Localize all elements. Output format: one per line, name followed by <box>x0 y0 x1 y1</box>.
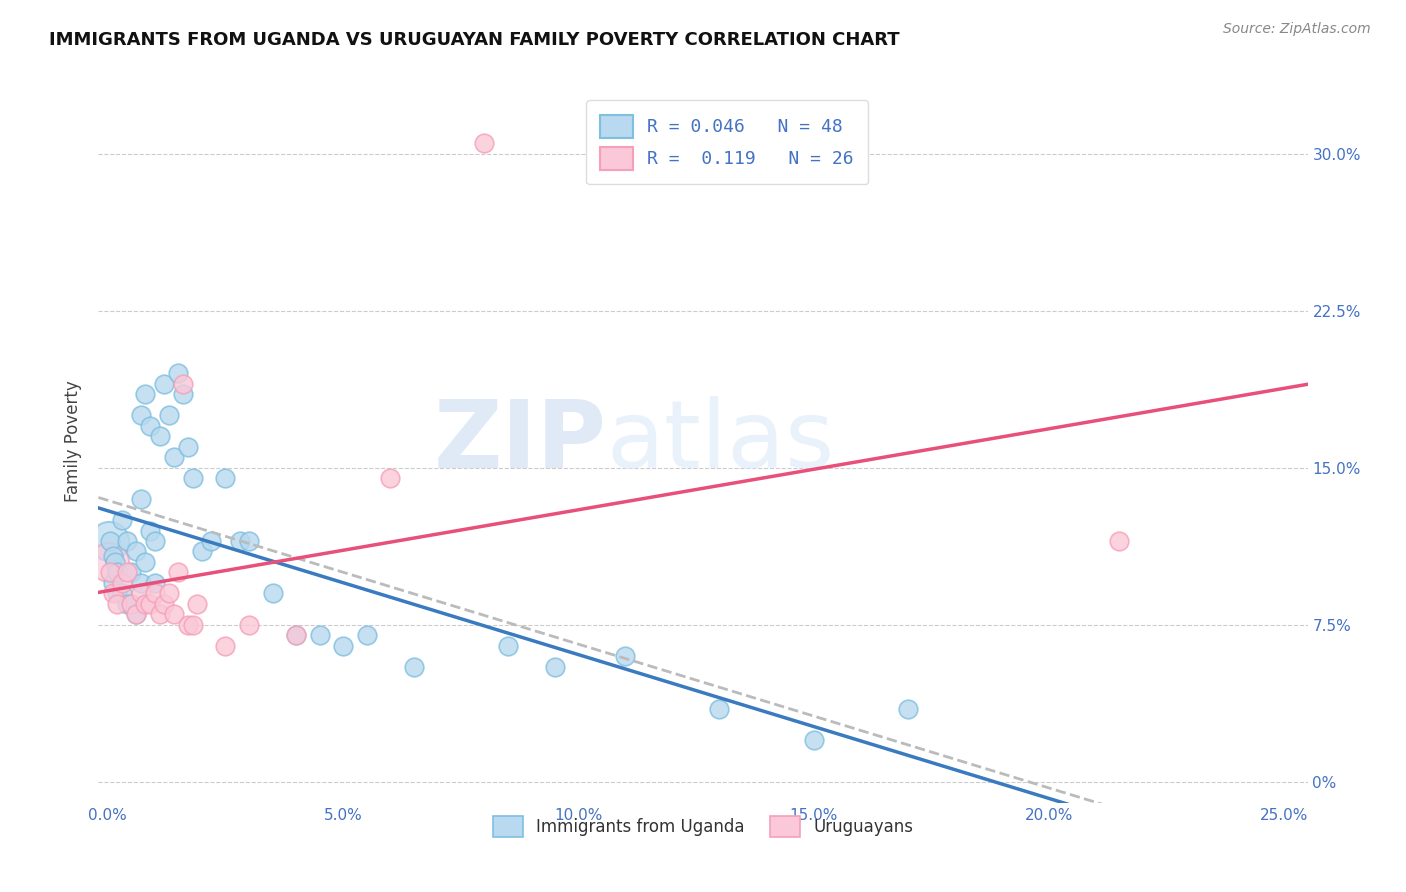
Point <box>98 555 121 569</box>
Point <box>285 628 308 642</box>
Point <box>332 639 354 653</box>
Point <box>98 534 121 549</box>
Point <box>115 566 138 580</box>
Point <box>181 471 204 485</box>
Point <box>101 586 124 600</box>
Point <box>228 534 250 549</box>
Point <box>177 617 200 632</box>
Point <box>496 639 519 653</box>
Point <box>238 617 260 632</box>
Point <box>167 367 190 381</box>
Point <box>153 597 176 611</box>
Point <box>402 659 425 673</box>
Point <box>105 597 128 611</box>
Text: ZIP: ZIP <box>433 395 606 488</box>
Point <box>709 701 731 715</box>
Point <box>172 376 194 391</box>
Point <box>177 440 200 454</box>
Point <box>129 575 152 590</box>
Point <box>134 555 156 569</box>
Point <box>129 492 152 507</box>
Point <box>143 586 166 600</box>
Point <box>111 586 134 600</box>
Point <box>285 628 308 642</box>
Point <box>139 524 162 538</box>
Text: Source: ZipAtlas.com: Source: ZipAtlas.com <box>1223 22 1371 37</box>
Point <box>125 607 148 622</box>
Point <box>472 136 495 150</box>
Point <box>111 513 134 527</box>
Y-axis label: Family Poverty: Family Poverty <box>65 381 83 502</box>
Point <box>101 575 124 590</box>
Point <box>125 607 148 622</box>
Point <box>104 555 127 569</box>
Text: atlas: atlas <box>606 395 835 488</box>
Point <box>200 534 222 549</box>
Point <box>172 387 194 401</box>
Point <box>214 471 236 485</box>
Point <box>544 659 567 673</box>
Point <box>897 701 920 715</box>
Point <box>120 566 142 580</box>
Point <box>129 586 152 600</box>
Point <box>139 597 162 611</box>
Point <box>134 387 156 401</box>
Point <box>120 597 142 611</box>
Point <box>378 471 401 485</box>
Point <box>191 544 214 558</box>
Point <box>111 575 134 590</box>
Point <box>153 376 176 391</box>
Point <box>134 597 156 611</box>
Point <box>238 534 260 549</box>
Point <box>214 639 236 653</box>
Point <box>149 607 172 622</box>
Point <box>149 429 172 443</box>
Point <box>115 534 138 549</box>
Point <box>143 534 166 549</box>
Point <box>129 409 152 423</box>
Point <box>98 534 121 549</box>
Point <box>101 549 124 563</box>
Text: IMMIGRANTS FROM UGANDA VS URUGUAYAN FAMILY POVERTY CORRELATION CHART: IMMIGRANTS FROM UGANDA VS URUGUAYAN FAMI… <box>49 31 900 49</box>
Point <box>163 450 186 465</box>
Point <box>308 628 330 642</box>
Point <box>105 566 128 580</box>
Point <box>356 628 378 642</box>
Point <box>803 733 825 747</box>
Point <box>1108 534 1130 549</box>
Point <box>167 566 190 580</box>
Point <box>181 617 204 632</box>
Point <box>120 597 142 611</box>
Point <box>139 418 162 433</box>
Point <box>262 586 284 600</box>
Point <box>115 597 138 611</box>
Point <box>98 566 121 580</box>
Point <box>186 597 208 611</box>
Point <box>143 575 166 590</box>
Point <box>105 586 128 600</box>
Legend: Immigrants from Uganda, Uruguayans: Immigrants from Uganda, Uruguayans <box>485 808 921 845</box>
Point <box>163 607 186 622</box>
Point <box>125 544 148 558</box>
Point <box>157 409 180 423</box>
Point <box>614 649 637 664</box>
Point <box>157 586 180 600</box>
